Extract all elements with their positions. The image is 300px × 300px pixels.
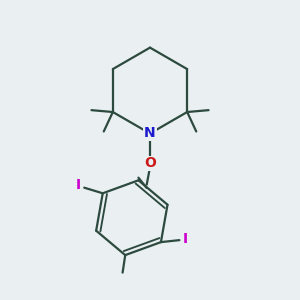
Text: O: O: [144, 156, 156, 170]
Text: I: I: [76, 178, 81, 192]
Text: N: N: [144, 127, 156, 140]
Text: I: I: [182, 232, 188, 247]
